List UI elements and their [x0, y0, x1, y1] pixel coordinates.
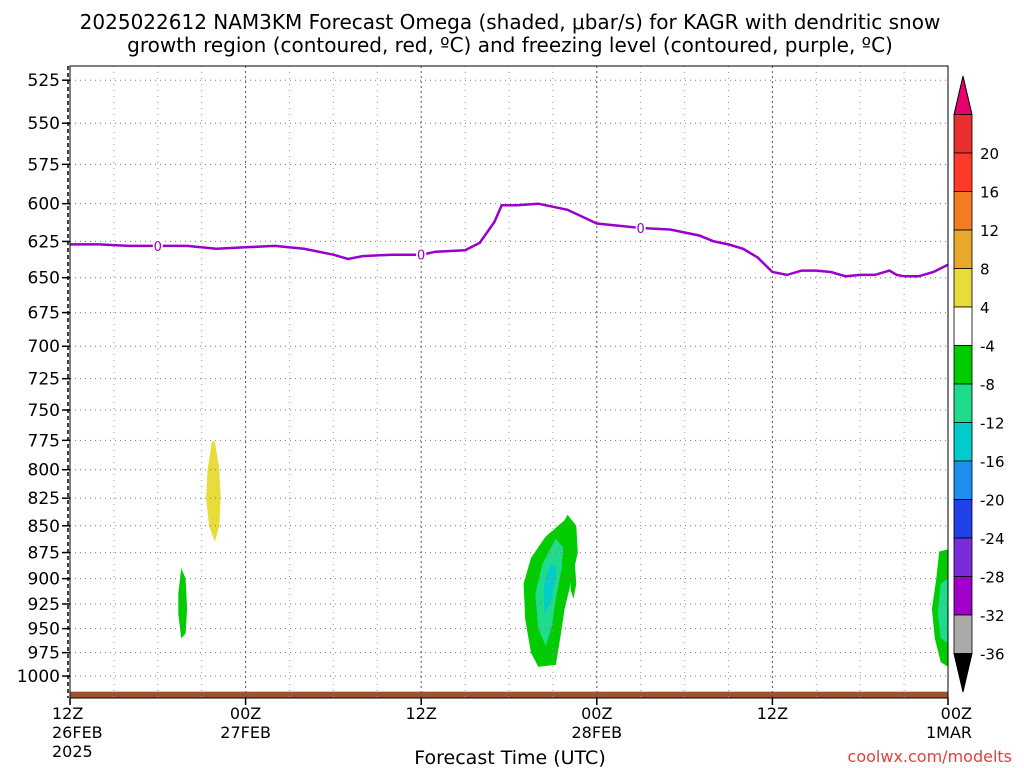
colorbar-bottom-triangle — [953, 653, 973, 693]
colorbar-label: 4 — [980, 299, 990, 317]
y-tick-label: 825 — [28, 489, 60, 509]
colorbar-swatch — [953, 306, 973, 346]
chart-title-line2: growth region (contoured, red, ºC) and f… — [127, 33, 893, 57]
omega-region — [544, 563, 556, 614]
colorbar-label: 12 — [980, 222, 999, 240]
freezing-level-line — [70, 202, 949, 278]
colorbar-swatch — [953, 114, 973, 154]
colorbar-swatch — [953, 614, 973, 654]
colorbar-swatch — [953, 460, 973, 500]
colorbar-label: -20 — [980, 492, 1005, 510]
colorbar-label: -28 — [980, 569, 1005, 587]
y-tick-label: 525 — [28, 71, 60, 91]
freezing-level-label-bg — [152, 237, 163, 253]
colorbar-label: -4 — [980, 338, 995, 356]
x-tick-label: 1MAR — [926, 723, 972, 742]
omega-colorbar: 20 16 12 8 4 -4 -8 -12 -16 -20 -24 -28 -32 -36 — [953, 75, 1005, 693]
x-tick-label: 00Z — [941, 704, 972, 723]
chart-title-line1: 2025022612 NAM3KM Forecast Omega (shaded… — [80, 10, 941, 34]
omega-region — [937, 578, 948, 644]
freezing-level-label: 0 — [637, 222, 645, 237]
colorbar-swatch — [953, 191, 973, 231]
freezing-level-label-bg — [635, 220, 646, 236]
colorbar-swatch — [953, 499, 973, 539]
colorbar-swatch — [953, 537, 973, 577]
y-tick-label: 900 — [28, 570, 60, 590]
colorbar-swatch — [953, 576, 973, 616]
colorbar-label: 20 — [980, 145, 999, 163]
y-tick-label: 950 — [28, 620, 60, 640]
x-tick-label: 12Z — [52, 704, 83, 723]
x-axis-title: Forecast Time (UTC) — [414, 747, 605, 768]
colorbar-swatch — [953, 229, 973, 269]
colorbar-label: -12 — [980, 415, 1005, 433]
y-tick-label: 650 — [28, 269, 60, 289]
y-tick-label: 550 — [28, 114, 60, 134]
x-tick-label: 12Z — [757, 704, 788, 723]
y-tick-label: 925 — [28, 595, 60, 615]
plot-frame — [69, 65, 949, 699]
y-tick-label: 600 — [28, 195, 60, 215]
colorbar-swatch — [953, 345, 973, 385]
credit-text: coolwx.com/modelts — [848, 747, 1012, 766]
colorbar-label: -32 — [980, 607, 1005, 625]
y-tick-label: 975 — [28, 644, 60, 664]
grid-layer — [70, 66, 948, 698]
y-tick-label: 675 — [28, 304, 60, 324]
ground-band — [70, 691, 948, 698]
y-tick-label: 775 — [28, 431, 60, 451]
y-tick-label: 1000 — [17, 667, 60, 687]
colorbar-swatch — [953, 383, 973, 423]
colorbar-label: -36 — [980, 646, 1005, 664]
omega-region — [206, 441, 221, 542]
ground-layer — [70, 691, 948, 698]
y-tick-label: 725 — [28, 370, 60, 390]
freezing-level-label-bg — [416, 246, 427, 262]
colorbar-label: 8 — [980, 261, 990, 279]
y-tick-label: 700 — [28, 337, 60, 357]
colorbar-swatch — [953, 268, 973, 308]
colorbar-label: 16 — [980, 184, 999, 202]
omega-shading-layer — [178, 441, 948, 667]
y-tick-label: 750 — [28, 401, 60, 421]
y-tick-label: 850 — [28, 517, 60, 537]
y-tick-label: 575 — [28, 155, 60, 175]
y-tick-label: 875 — [28, 544, 60, 564]
x-tick-label: 00Z — [581, 704, 612, 723]
colorbar-label: -16 — [980, 453, 1005, 471]
x-tick-label: 2025 — [52, 742, 93, 761]
y-tick-label: 625 — [28, 232, 60, 252]
x-tick-label: 12Z — [406, 704, 437, 723]
freezing-level-layer: 0 0 0 — [70, 202, 949, 278]
colorbar-top-triangle — [953, 75, 973, 115]
y-tick-label: 800 — [28, 461, 60, 481]
x-tick-label: 00Z — [230, 704, 261, 723]
x-tick-label: 27FEB — [220, 723, 271, 742]
colorbar-swatch — [953, 152, 973, 192]
omega-region — [178, 568, 188, 639]
colorbar-label: -24 — [980, 530, 1005, 548]
freezing-level-label: 0 — [417, 249, 425, 264]
y-axis: 525 550 575 600 625 650 675 700 725 750 775 800 825 8… — [17, 71, 70, 687]
colorbar-swatch — [953, 422, 973, 462]
colorbar-label: -8 — [980, 376, 995, 394]
x-tick-label: 26FEB — [52, 723, 103, 742]
x-tick-label: 28FEB — [571, 723, 622, 742]
freezing-level-label: 0 — [154, 240, 162, 255]
